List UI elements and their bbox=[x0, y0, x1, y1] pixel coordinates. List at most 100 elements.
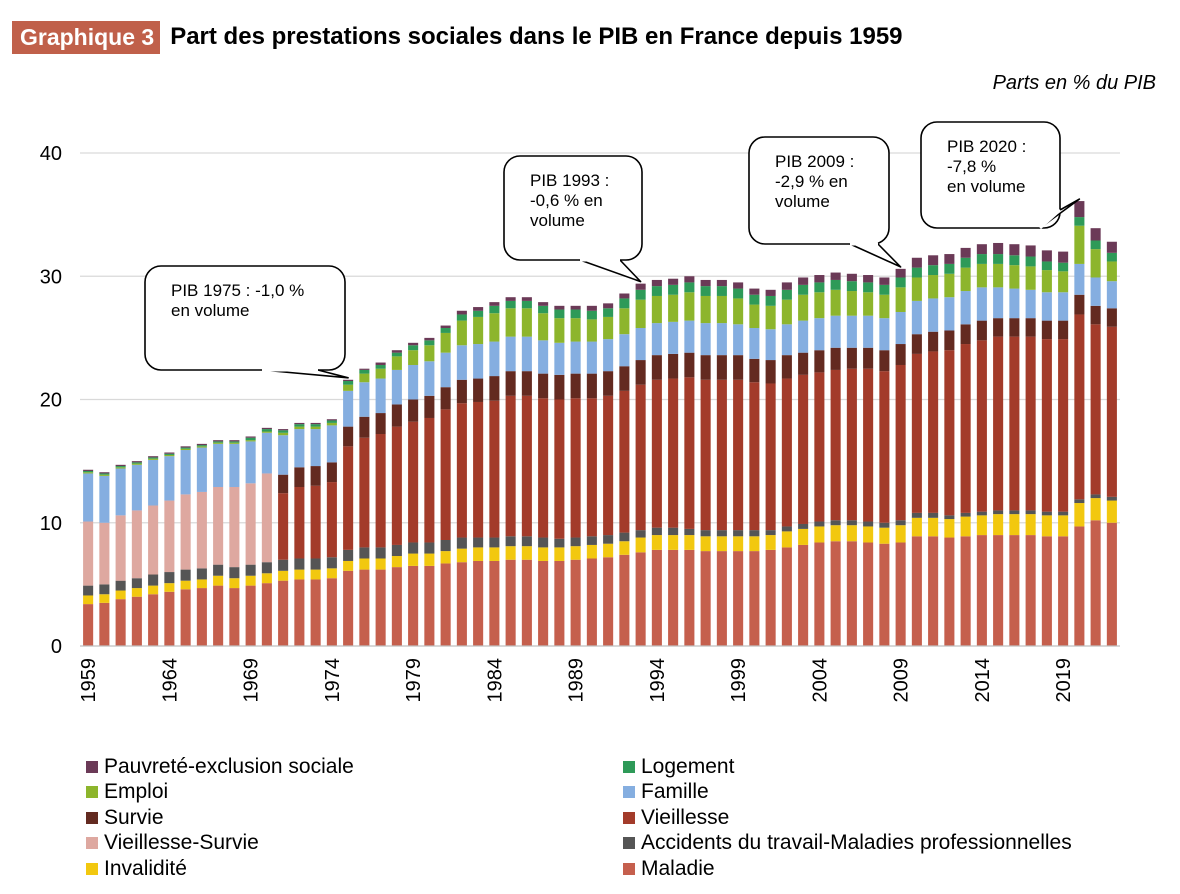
bar-logement-1995 bbox=[668, 284, 679, 295]
bar-vieillesse-2015 bbox=[993, 336, 1004, 511]
bar-famille-2008 bbox=[879, 318, 890, 351]
bar-accidents-1988 bbox=[554, 538, 565, 548]
legend-swatch-accidents bbox=[623, 837, 635, 849]
legend-label-vieillesse: Vieillesse bbox=[641, 805, 730, 829]
bar-maladie-2014 bbox=[976, 535, 987, 646]
bar-emploi-2019 bbox=[1058, 271, 1069, 293]
bar-maladie-1976 bbox=[359, 569, 370, 646]
bar-invalidite-2019 bbox=[1058, 515, 1069, 537]
bar-pauvrete-1962 bbox=[131, 461, 142, 463]
callout-line: volume bbox=[775, 192, 830, 211]
bar-logement-1984 bbox=[489, 305, 500, 314]
chart-header: Graphique 3 Part des prestations sociale… bbox=[12, 20, 903, 54]
bar-invalidite-1984 bbox=[489, 547, 500, 561]
bar-pauvrete-2009 bbox=[895, 268, 906, 278]
bar-famille-1981 bbox=[440, 352, 451, 388]
bar-famille-2005 bbox=[830, 315, 841, 348]
legend-label-survie: Survie bbox=[104, 805, 164, 829]
bar-pauvrete-2011 bbox=[928, 255, 939, 266]
bar-logement-2011 bbox=[928, 265, 939, 276]
bar-maladie-1995 bbox=[668, 549, 679, 646]
bar-emploi-1994 bbox=[651, 295, 662, 324]
bar-famille-1984 bbox=[489, 341, 500, 377]
bar-famille-1964 bbox=[164, 456, 175, 501]
bar-pauvrete-2001 bbox=[765, 289, 776, 296]
bar-logement-1970 bbox=[261, 429, 272, 432]
bar-accidents-2000 bbox=[749, 530, 760, 537]
bar-emploi-1992 bbox=[619, 308, 630, 335]
bar-famille-1994 bbox=[651, 323, 662, 356]
bar-pauvrete-2005 bbox=[830, 272, 841, 280]
bar-famille-1980 bbox=[424, 361, 435, 396]
bar-vieillesse-2002 bbox=[781, 378, 792, 527]
legend-item-pauvrete: Pauvreté-exclusion sociale bbox=[86, 754, 354, 779]
bar-emploi-1982 bbox=[456, 320, 467, 346]
bar-survie-1975 bbox=[343, 426, 354, 447]
bar-accidents-1970 bbox=[261, 562, 272, 574]
bar-vieillesse-2013 bbox=[960, 344, 971, 513]
bar-accidents-1984 bbox=[489, 537, 500, 548]
bar-famille-1976 bbox=[359, 382, 370, 417]
callout-tail-1993 bbox=[579, 259, 642, 283]
bar-vieillesse-2000 bbox=[749, 382, 760, 531]
x-tick-label-2009: 2009 bbox=[891, 658, 913, 703]
bar-emploi-1999 bbox=[733, 298, 744, 325]
bar-pauvrete-1980 bbox=[424, 337, 435, 341]
bar-logement-2008 bbox=[879, 284, 890, 295]
bar-vieillesse_survie-1966 bbox=[196, 491, 207, 569]
bar-logement-2004 bbox=[814, 282, 825, 293]
bar-maladie-1972 bbox=[294, 579, 305, 646]
bar-survie-1991 bbox=[603, 371, 614, 396]
bar-maladie-1977 bbox=[375, 569, 386, 646]
bar-invalidite-1988 bbox=[554, 547, 565, 561]
callout-box-2009 bbox=[748, 136, 890, 245]
callout-line: -7,8 % bbox=[947, 157, 996, 176]
bar-vieillesse_survie-1962 bbox=[131, 510, 142, 579]
bar-pauvrete-1983 bbox=[473, 307, 484, 311]
callout-text-1975: PIB 1975 : -1,0 % en volume bbox=[171, 281, 304, 320]
bar-emploi-2016 bbox=[1009, 265, 1020, 289]
bar-logement-1981 bbox=[440, 328, 451, 333]
bar-logement-2017 bbox=[1025, 256, 1036, 267]
bar-vieillesse-1986 bbox=[521, 395, 532, 537]
bar-famille-1966 bbox=[196, 447, 207, 492]
bar-vieillesse-2021 bbox=[1090, 324, 1101, 495]
bar-invalidite-1968 bbox=[229, 578, 240, 589]
bar-logement-2013 bbox=[960, 257, 971, 268]
bar-emploi-1975 bbox=[343, 384, 354, 391]
bar-survie-1978 bbox=[391, 404, 402, 427]
bar-maladie-1962 bbox=[131, 596, 142, 646]
bar-vieillesse-2020 bbox=[1074, 314, 1085, 500]
bar-vieillesse-2012 bbox=[944, 350, 955, 516]
bar-emploi-2017 bbox=[1025, 266, 1036, 290]
bar-invalidite-1989 bbox=[570, 546, 581, 560]
bar-accidents-1975 bbox=[343, 549, 354, 561]
bar-emploi-1972 bbox=[294, 426, 305, 430]
bar-maladie-2012 bbox=[944, 537, 955, 646]
bar-accidents-1973 bbox=[310, 558, 321, 570]
bar-maladie-1961 bbox=[115, 599, 126, 646]
bar-vieillesse-2008 bbox=[879, 371, 890, 523]
bar-logement-1962 bbox=[131, 462, 142, 464]
bar-maladie-1978 bbox=[391, 567, 402, 646]
bar-famille-1979 bbox=[408, 364, 419, 400]
bar-survie-1992 bbox=[619, 366, 630, 391]
bar-maladie-1991 bbox=[603, 557, 614, 646]
bar-survie-2020 bbox=[1074, 294, 1085, 315]
legend-swatch-invalidite bbox=[86, 862, 98, 875]
bar-emploi-1973 bbox=[310, 426, 321, 430]
bar-accidents-1974 bbox=[326, 557, 337, 569]
bar-survie-2009 bbox=[895, 344, 906, 365]
bar-pauvrete-2003 bbox=[798, 277, 809, 285]
bar-accidents-2010 bbox=[911, 512, 922, 518]
bar-maladie-2013 bbox=[960, 536, 971, 646]
y-tick-label-10: 10 bbox=[40, 513, 62, 535]
bar-pauvrete-2020 bbox=[1074, 201, 1085, 218]
bar-survie-1974 bbox=[326, 462, 337, 483]
bar-famille-1961 bbox=[115, 468, 126, 516]
bar-famille-1962 bbox=[131, 464, 142, 511]
bar-pauvrete-1976 bbox=[359, 368, 370, 370]
bar-vieillesse-1972 bbox=[294, 487, 305, 559]
bar-famille-2019 bbox=[1058, 292, 1069, 321]
bar-maladie-2002 bbox=[781, 547, 792, 646]
